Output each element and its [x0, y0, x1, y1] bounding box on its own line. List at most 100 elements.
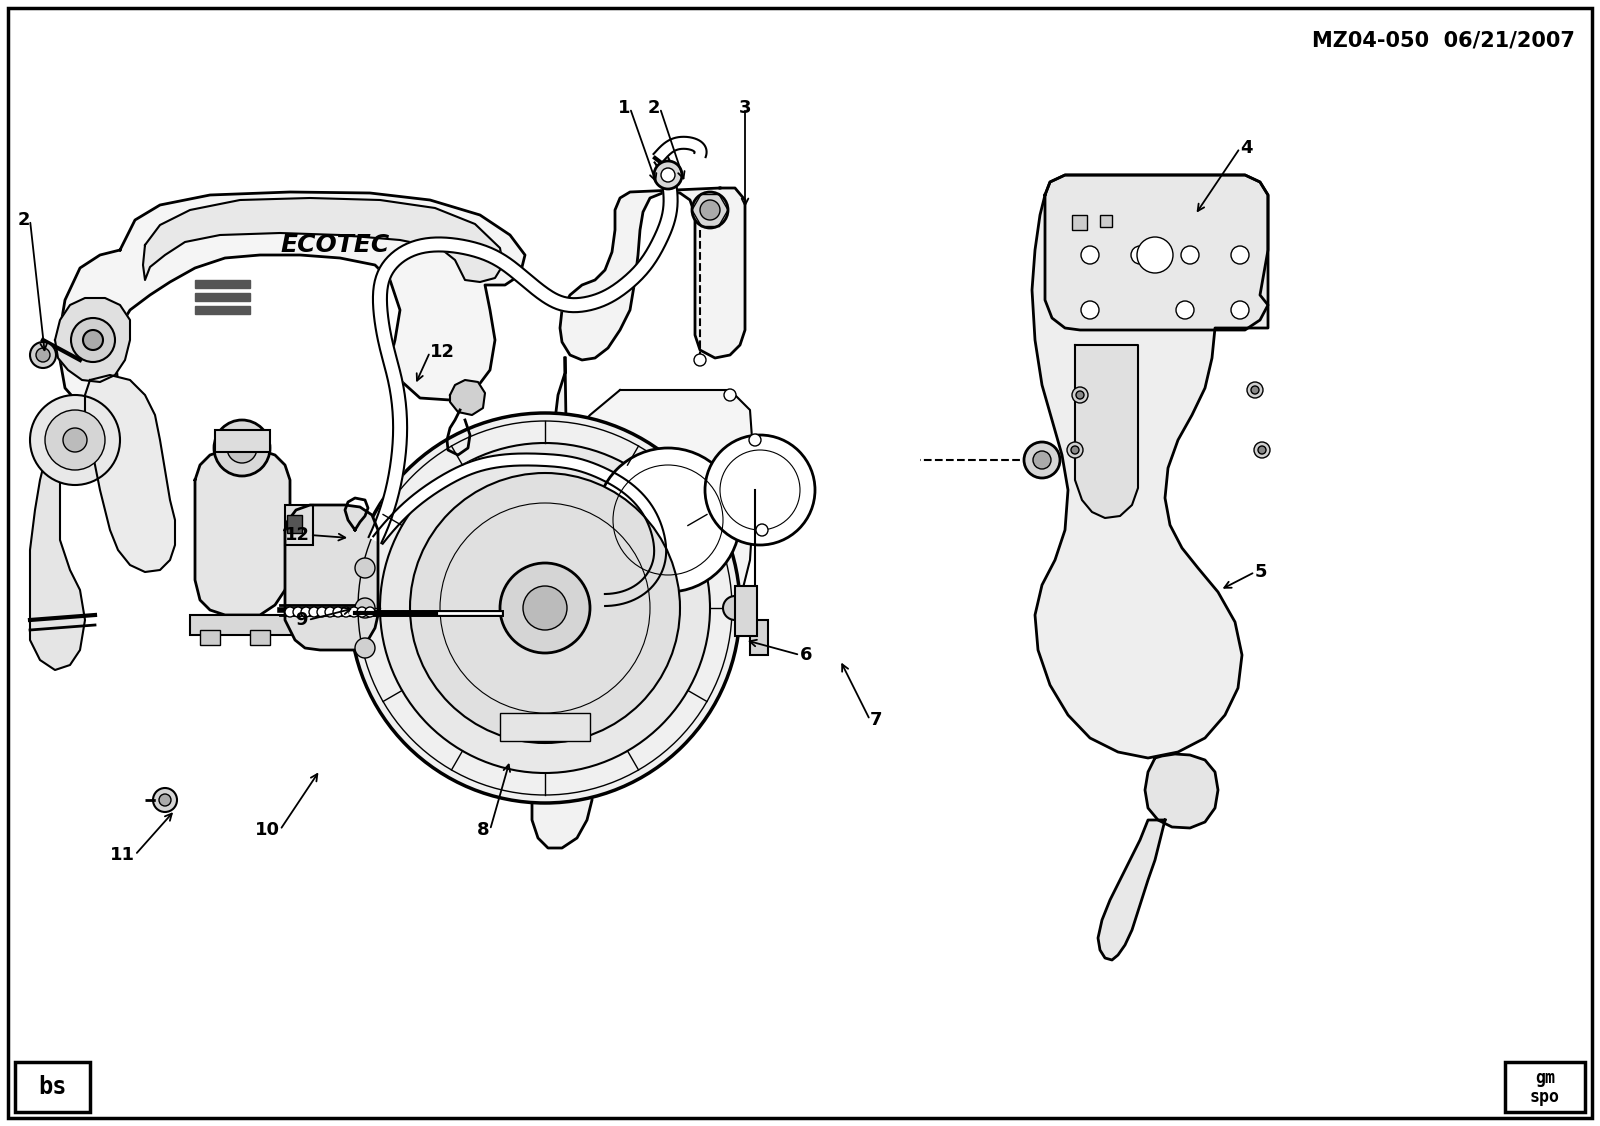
Text: bs: bs — [38, 1075, 66, 1099]
Polygon shape — [373, 454, 666, 606]
Text: 12: 12 — [430, 343, 454, 361]
Text: 9: 9 — [296, 611, 307, 629]
Circle shape — [355, 598, 374, 618]
Circle shape — [62, 428, 86, 452]
Text: MZ04-050  06/21/2007: MZ04-050 06/21/2007 — [1312, 30, 1574, 50]
Circle shape — [595, 448, 739, 592]
Circle shape — [83, 330, 102, 350]
Polygon shape — [531, 358, 592, 848]
Polygon shape — [450, 379, 485, 415]
Circle shape — [350, 413, 739, 803]
Text: ECOTEC: ECOTEC — [280, 233, 390, 257]
Circle shape — [1067, 443, 1083, 458]
Circle shape — [749, 434, 762, 446]
Circle shape — [1082, 245, 1099, 263]
Bar — [250, 631, 270, 645]
Circle shape — [293, 607, 302, 617]
Text: 11: 11 — [110, 846, 134, 864]
Circle shape — [349, 607, 358, 617]
Bar — [734, 586, 757, 636]
Circle shape — [214, 420, 270, 476]
Bar — [14, 1062, 90, 1112]
Text: spo: spo — [1530, 1088, 1560, 1106]
Polygon shape — [368, 153, 678, 543]
Circle shape — [1131, 245, 1149, 263]
Circle shape — [381, 443, 710, 774]
Text: 1: 1 — [618, 99, 630, 117]
Circle shape — [1258, 446, 1266, 454]
Circle shape — [1251, 386, 1259, 394]
Circle shape — [70, 318, 115, 361]
Polygon shape — [195, 293, 250, 301]
Polygon shape — [30, 450, 85, 670]
Circle shape — [30, 395, 120, 485]
Circle shape — [499, 563, 590, 653]
Circle shape — [1082, 301, 1099, 319]
Circle shape — [694, 354, 706, 366]
Circle shape — [1070, 446, 1078, 454]
Bar — [190, 615, 294, 635]
Polygon shape — [61, 193, 525, 415]
Circle shape — [158, 794, 171, 806]
Polygon shape — [1045, 175, 1267, 330]
Text: 10: 10 — [254, 821, 280, 839]
Polygon shape — [1075, 345, 1138, 518]
Circle shape — [45, 410, 106, 470]
Text: 3: 3 — [739, 99, 752, 117]
Circle shape — [365, 607, 374, 617]
Text: 4: 4 — [1240, 138, 1253, 157]
Circle shape — [227, 434, 258, 463]
Circle shape — [701, 200, 720, 220]
Circle shape — [154, 788, 178, 812]
Circle shape — [691, 193, 728, 227]
Circle shape — [706, 435, 814, 545]
Circle shape — [661, 168, 675, 182]
Circle shape — [654, 161, 682, 189]
Polygon shape — [1098, 820, 1165, 960]
Text: 7: 7 — [870, 711, 883, 729]
Circle shape — [1254, 443, 1270, 458]
Text: 2: 2 — [648, 99, 661, 117]
Bar — [286, 515, 302, 533]
Polygon shape — [142, 198, 502, 282]
Text: 8: 8 — [477, 821, 490, 839]
Circle shape — [523, 586, 566, 631]
Polygon shape — [653, 136, 707, 162]
Bar — [1506, 1062, 1586, 1112]
Circle shape — [1024, 443, 1059, 479]
Bar — [1072, 215, 1086, 230]
Circle shape — [285, 607, 294, 617]
Circle shape — [301, 607, 310, 617]
Polygon shape — [85, 375, 174, 572]
Circle shape — [1181, 245, 1198, 263]
Circle shape — [1138, 236, 1173, 272]
Circle shape — [341, 607, 350, 617]
Polygon shape — [558, 390, 755, 760]
Polygon shape — [285, 504, 378, 650]
Circle shape — [309, 607, 318, 617]
Polygon shape — [560, 188, 746, 360]
Polygon shape — [54, 298, 130, 382]
Circle shape — [325, 607, 334, 617]
Bar — [200, 631, 221, 645]
Circle shape — [1176, 301, 1194, 319]
Bar — [1101, 215, 1112, 227]
Circle shape — [723, 388, 736, 401]
Circle shape — [410, 473, 680, 743]
Polygon shape — [1032, 175, 1267, 758]
Bar — [750, 620, 768, 655]
Circle shape — [35, 348, 50, 361]
Bar — [214, 430, 270, 452]
Circle shape — [1075, 391, 1085, 399]
Circle shape — [1072, 387, 1088, 403]
Circle shape — [355, 558, 374, 578]
Circle shape — [355, 638, 374, 658]
Circle shape — [1034, 452, 1051, 470]
Bar — [285, 504, 314, 545]
Text: 6: 6 — [800, 646, 813, 664]
Text: 5: 5 — [1254, 563, 1267, 581]
Text: gm: gm — [1534, 1069, 1555, 1087]
Circle shape — [30, 342, 56, 368]
Polygon shape — [195, 450, 290, 615]
Circle shape — [1246, 382, 1262, 397]
